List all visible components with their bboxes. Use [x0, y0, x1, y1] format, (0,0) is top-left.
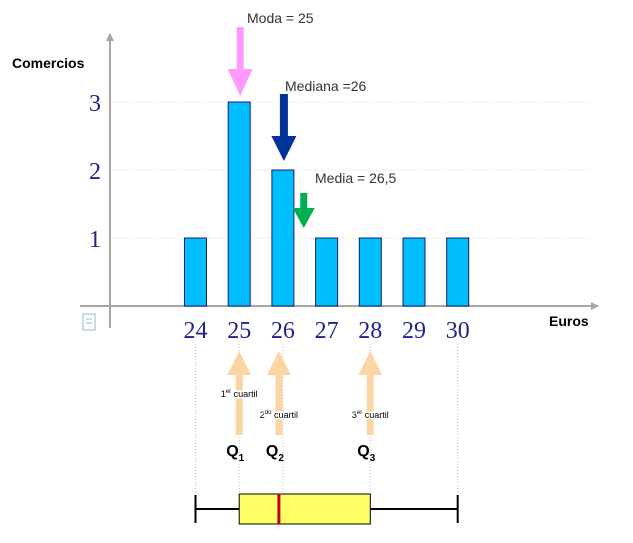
bar-26 — [271, 169, 295, 307]
bar-27 — [315, 237, 339, 307]
quartile-arrow — [227, 351, 252, 435]
y-tick-label: 1 — [89, 227, 101, 253]
quartiles: 1er cuartil Q1 2do cuartil Q2 3er cuartil Q3 — [219, 351, 390, 464]
paste-icon — [82, 313, 96, 331]
x-tick-label: 25 — [227, 318, 251, 344]
quartile-note: 3er cuartil — [352, 410, 389, 420]
mediana-label: Mediana =26 — [285, 78, 367, 94]
bar-30 — [446, 237, 470, 307]
quartile-q1: 1er cuartil Q1 — [219, 351, 259, 464]
grid — [112, 101, 592, 239]
x-tick-label: 26 — [271, 318, 295, 344]
bar-29 — [402, 237, 426, 307]
x-tick-label: 29 — [402, 318, 426, 344]
quartile-arrow — [266, 351, 291, 435]
quartile-note: 1er cuartil — [221, 389, 258, 399]
media-label: Media = 26,5 — [315, 170, 397, 186]
quartile-q2: 2do cuartil Q2 — [258, 351, 300, 464]
bar-24 — [184, 237, 207, 307]
moda-arrow — [227, 27, 253, 96]
quartile-symbol: Q1 — [226, 443, 244, 464]
y-tick-label: 3 — [89, 91, 101, 117]
bars — [184, 101, 470, 307]
bar-25 — [227, 101, 251, 307]
y-tick-labels: 1 2 3 — [89, 91, 101, 253]
moda-label: Moda = 25 — [247, 10, 314, 26]
x-tick-label: 24 — [184, 318, 208, 344]
bar-28 — [358, 237, 382, 307]
y-tick-label: 2 — [89, 159, 101, 185]
boxplot — [194, 493, 459, 525]
x-tick-label: 30 — [446, 318, 470, 344]
box-iqr — [238, 493, 371, 525]
quartile-symbol: Q3 — [357, 443, 375, 464]
media-arrow-shape — [292, 193, 315, 228]
x-tick-label: 27 — [315, 318, 339, 344]
quartile-q3: 3er cuartil Q3 — [350, 351, 390, 464]
media-arrow — [292, 193, 315, 228]
quartile-note: 2do cuartil — [260, 410, 298, 420]
y-axis-label: Comercios — [12, 55, 85, 71]
quartile-symbol: Q2 — [266, 443, 284, 464]
mediana-arrow — [271, 94, 297, 161]
x-tick-label: 28 — [358, 318, 382, 344]
moda-arrow-shape — [227, 27, 253, 96]
annotations: Moda = 25 Mediana =26 Media = 26,5 — [227, 10, 397, 228]
quartile-arrow — [358, 351, 383, 435]
mediana-arrow-shape — [271, 94, 297, 161]
x-axis-label: Euros — [549, 313, 589, 329]
x-tick-labels: 24 25 26 27 28 29 30 — [184, 318, 470, 344]
